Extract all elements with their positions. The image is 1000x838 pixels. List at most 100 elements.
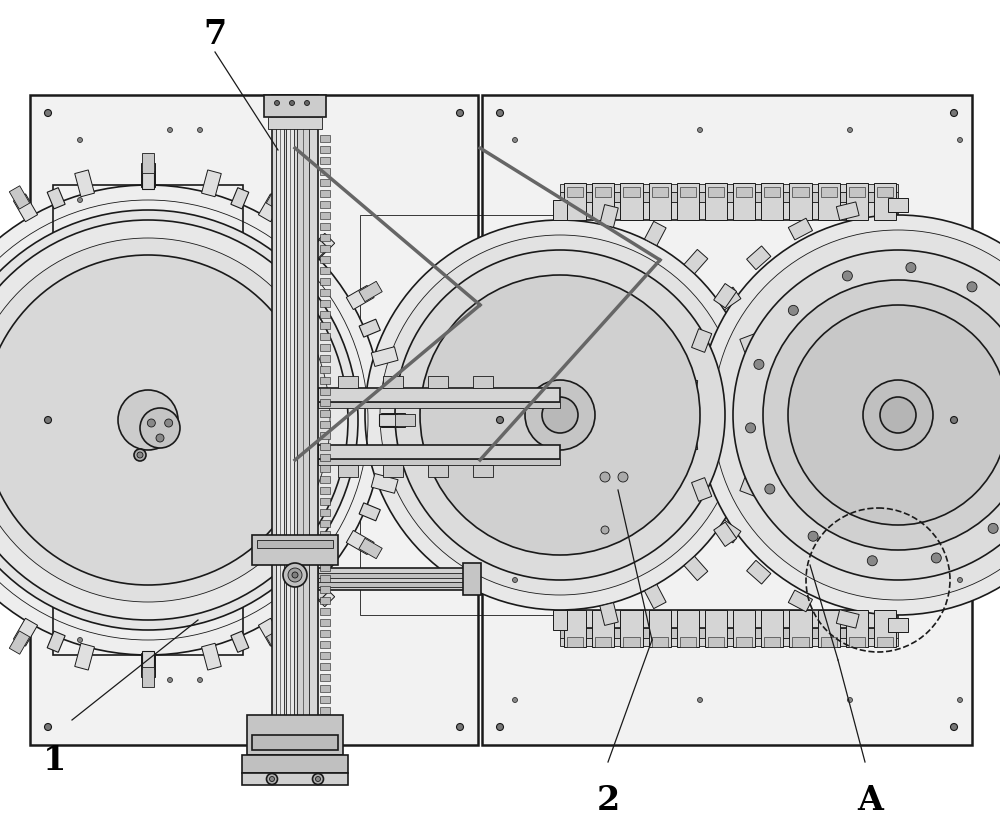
Circle shape [134, 449, 146, 461]
Bar [320, 432, 330, 439]
Bar [482, 95, 972, 745]
Bar [560, 628, 898, 638]
Bar [318, 445, 560, 459]
Bar [764, 187, 780, 197]
Circle shape [950, 110, 958, 116]
Bar [47, 631, 65, 652]
Bar [320, 707, 330, 714]
Bar [747, 561, 771, 584]
Bar [9, 631, 30, 654]
Bar [747, 246, 771, 270]
Bar [567, 637, 583, 647]
Bar [320, 212, 330, 219]
Bar [320, 333, 330, 340]
Bar [320, 619, 330, 626]
Bar [620, 183, 642, 220]
Bar [320, 256, 330, 263]
Circle shape [713, 230, 1000, 600]
Bar [320, 344, 330, 351]
Bar [318, 573, 468, 578]
Circle shape [365, 220, 755, 610]
Circle shape [958, 697, 962, 702]
Bar [320, 586, 330, 593]
Bar [258, 194, 283, 222]
Bar [320, 542, 330, 549]
Bar [307, 240, 328, 261]
Circle shape [512, 577, 518, 582]
Bar [318, 568, 468, 590]
Circle shape [0, 210, 358, 630]
Bar [620, 610, 642, 647]
Circle shape [512, 697, 518, 702]
Bar [623, 637, 640, 647]
Bar [818, 610, 840, 647]
Circle shape [44, 416, 52, 423]
Circle shape [78, 137, 82, 142]
Circle shape [698, 697, 702, 702]
Bar [473, 376, 493, 388]
Bar [600, 204, 618, 227]
Circle shape [600, 472, 610, 482]
Text: A: A [857, 784, 883, 816]
Bar [320, 498, 330, 505]
Bar [677, 183, 699, 220]
Bar [553, 200, 567, 220]
Bar [320, 476, 330, 483]
Bar [877, 637, 893, 647]
Bar [560, 184, 898, 192]
Bar [242, 755, 348, 773]
Bar [320, 278, 330, 285]
Circle shape [950, 416, 958, 423]
Bar [592, 610, 614, 647]
Bar [680, 637, 696, 647]
Bar [252, 535, 338, 565]
Bar [320, 696, 330, 703]
Bar [346, 286, 374, 309]
Bar [788, 218, 813, 240]
Circle shape [198, 537, 202, 542]
Bar [846, 183, 868, 220]
Bar [320, 674, 330, 681]
Bar [717, 520, 741, 543]
Circle shape [118, 390, 178, 450]
Bar [320, 718, 330, 725]
Bar [553, 610, 567, 630]
Bar [888, 198, 908, 212]
Bar [320, 564, 330, 571]
Circle shape [395, 250, 725, 580]
Circle shape [0, 220, 348, 620]
Circle shape [137, 452, 143, 458]
Bar [308, 580, 335, 607]
Bar [681, 430, 698, 451]
Bar [318, 582, 468, 587]
Bar [297, 100, 309, 750]
Bar [142, 171, 154, 189]
Bar [231, 188, 249, 209]
Bar [320, 366, 330, 373]
Bar [383, 376, 403, 388]
Bar [395, 414, 415, 426]
Bar [764, 637, 780, 647]
Circle shape [456, 723, 464, 731]
Bar [564, 610, 586, 647]
Bar [359, 503, 380, 521]
Bar [320, 553, 330, 560]
Bar [740, 478, 764, 498]
Bar [652, 187, 668, 197]
Bar [320, 454, 330, 461]
Bar [320, 520, 330, 527]
Bar [257, 540, 333, 548]
Bar [338, 376, 358, 388]
Bar [320, 190, 330, 197]
Bar [320, 399, 330, 406]
Bar [320, 201, 330, 208]
Circle shape [312, 773, 324, 784]
Circle shape [78, 198, 82, 203]
Text: 2: 2 [596, 784, 620, 816]
Circle shape [950, 723, 958, 731]
Bar [818, 183, 840, 220]
Bar [428, 376, 448, 388]
Bar [141, 163, 155, 187]
Bar [379, 414, 397, 426]
Bar [272, 95, 318, 755]
